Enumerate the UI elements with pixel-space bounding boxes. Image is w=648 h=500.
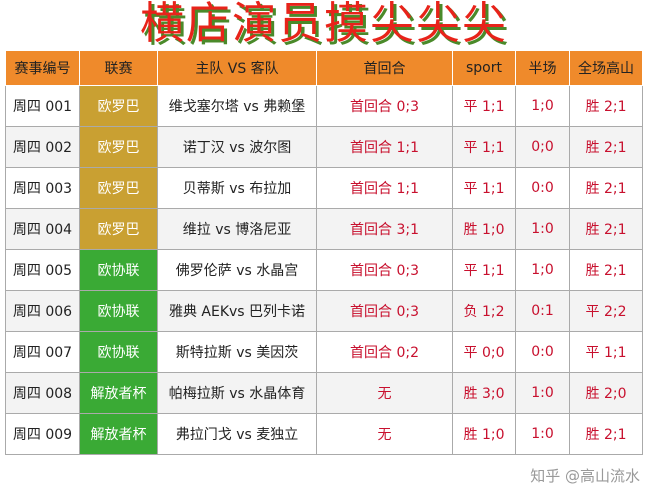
header-first-leg: 首回合 xyxy=(316,50,453,86)
cell-first-leg: 首回合 0;3 xyxy=(316,290,453,332)
cell-league: 欧罗巴 xyxy=(79,85,158,127)
table-row: 周四 005 欧协联 佛罗伦萨 vs 水晶宫 首回合 0;3 平 1;1 1;0 胜 2;1 xyxy=(5,249,643,291)
cell-half-time: 1:0 xyxy=(515,208,570,250)
cell-half-time: 1;0 xyxy=(515,249,570,291)
cell-teams: 帕梅拉斯 vs 水晶体育 xyxy=(157,372,317,414)
cell-full-time: 胜 2;1 xyxy=(569,413,643,455)
cell-match-id: 周四 006 xyxy=(5,290,80,332)
cell-teams: 贝蒂斯 vs 布拉加 xyxy=(157,167,317,209)
cell-first-leg: 首回合 0;3 xyxy=(316,249,453,291)
table-row: 周四 003 欧罗巴 贝蒂斯 vs 布拉加 首回合 1;1 平 1;1 0:0 胜 2;1 xyxy=(5,167,643,209)
cell-first-leg: 无 xyxy=(316,413,453,455)
cell-first-leg: 无 xyxy=(316,372,453,414)
cell-half-time: 1:0 xyxy=(515,372,570,414)
cell-full-time: 胜 2;1 xyxy=(569,249,643,291)
cell-full-time: 胜 2;1 xyxy=(569,208,643,250)
cell-sport: 平 0;0 xyxy=(452,331,516,373)
header-full-time: 全场高山 xyxy=(569,50,643,86)
cell-teams: 斯特拉斯 vs 美因茨 xyxy=(157,331,317,373)
cell-league: 欧罗巴 xyxy=(79,167,158,209)
cell-sport: 平 1;1 xyxy=(452,167,516,209)
table-row: 周四 004 欧罗巴 维拉 vs 博洛尼亚 首回合 3;1 胜 1;0 1:0 胜 2;1 xyxy=(5,208,643,250)
cell-sport: 平 1;1 xyxy=(452,126,516,168)
cell-league: 解放者杯 xyxy=(79,413,158,455)
watermark: 知乎 @高山流水 xyxy=(530,467,640,485)
header-half-time: 半场 xyxy=(515,50,570,86)
cell-first-leg: 首回合 1;1 xyxy=(316,167,453,209)
cell-teams: 佛罗伦萨 vs 水晶宫 xyxy=(157,249,317,291)
cell-teams: 雅典 AEKvs 巴列卡诺 xyxy=(157,290,317,332)
cell-first-leg: 首回合 0;2 xyxy=(316,331,453,373)
header-sport: sport xyxy=(452,50,516,86)
cell-sport: 胜 1;0 xyxy=(452,413,516,455)
table-row: 周四 008 解放者杯 帕梅拉斯 vs 水晶体育无胜 3;0 1:0 胜 2;0 xyxy=(5,372,643,414)
cell-half-time: 0;0 xyxy=(515,126,570,168)
header-league: 联赛 xyxy=(79,50,158,86)
cell-half-time: 0:1 xyxy=(515,290,570,332)
cell-match-id: 周四 005 xyxy=(5,249,80,291)
header-row: 赛事编号 联赛 主队 VS 客队 首回合 sport 半场 全场高山 xyxy=(5,50,643,86)
cell-match-id: 周四 009 xyxy=(5,413,80,455)
cell-full-time: 平 2;2 xyxy=(569,290,643,332)
cell-match-id: 周四 004 xyxy=(5,208,80,250)
cell-league: 解放者杯 xyxy=(79,372,158,414)
cell-half-time: 1:0 xyxy=(515,413,570,455)
cell-full-time: 胜 2;1 xyxy=(569,85,643,127)
cell-teams: 诺丁汉 vs 波尔图 xyxy=(157,126,317,168)
cell-sport: 胜 3;0 xyxy=(452,372,516,414)
cell-teams: 弗拉门戈 vs 麦独立 xyxy=(157,413,317,455)
cell-match-id: 周四 001 xyxy=(5,85,80,127)
cell-first-leg: 首回合 3;1 xyxy=(316,208,453,250)
cell-sport: 负 1;2 xyxy=(452,290,516,332)
cell-match-id: 周四 007 xyxy=(5,331,80,373)
cell-match-id: 周四 003 xyxy=(5,167,80,209)
table-row: 周四 007 欧协联 斯特拉斯 vs 美因茨 首回合 0;2 平 0;0 0:0 平 1;1 xyxy=(5,331,643,373)
table-row: 周四 009 解放者杯 弗拉门戈 vs 麦独立无胜 1;0 1:0 胜 2;1 xyxy=(5,413,643,455)
cell-match-id: 周四 008 xyxy=(5,372,80,414)
cell-first-leg: 首回合 1;1 xyxy=(316,126,453,168)
cell-league: 欧协联 xyxy=(79,290,158,332)
cell-sport: 胜 1;0 xyxy=(452,208,516,250)
cell-league: 欧罗巴 xyxy=(79,208,158,250)
header-match-id: 赛事编号 xyxy=(5,50,80,86)
cell-full-time: 平 1;1 xyxy=(569,331,643,373)
cell-league: 欧协联 xyxy=(79,249,158,291)
cell-match-id: 周四 002 xyxy=(5,126,80,168)
cell-half-time: 0:0 xyxy=(515,167,570,209)
table-row: 周四 002 欧罗巴 诺丁汉 vs 波尔图 首回合 1;1 平 1;1 0;0 胜 2;1 xyxy=(5,126,643,168)
table-row: 周四 001 欧罗巴 维戈塞尔塔 vs 弗赖堡 首回合 0;3 平 1;1 1;0 胜 2;… xyxy=(5,85,643,127)
cell-league: 欧协联 xyxy=(79,331,158,373)
match-table: 赛事编号 联赛 主队 VS 客队 首回合 sport 半场 全场高山 周四 001 欧罗巴 维戈… xyxy=(5,50,643,455)
cell-half-time: 1;0 xyxy=(515,85,570,127)
cell-first-leg: 首回合 0;3 xyxy=(316,85,453,127)
table-row: 周四 006 欧协联 雅典 AEKvs 巴列卡诺 首回合 0;3 负 1;2 0:1 平 2… xyxy=(5,290,643,332)
cell-teams: 维戈塞尔塔 vs 弗赖堡 xyxy=(157,85,317,127)
cell-half-time: 0:0 xyxy=(515,331,570,373)
cell-full-time: 胜 2;1 xyxy=(569,167,643,209)
cell-sport: 平 1;1 xyxy=(452,85,516,127)
header-teams: 主队 VS 客队 xyxy=(157,50,317,86)
cell-full-time: 胜 2;1 xyxy=(569,126,643,168)
cell-sport: 平 1;1 xyxy=(452,249,516,291)
cell-full-time: 胜 2;0 xyxy=(569,372,643,414)
cell-league: 欧罗巴 xyxy=(79,126,158,168)
overlay-title: 横店演员摸尖尖尖 xyxy=(140,0,508,49)
cell-teams: 维拉 vs 博洛尼亚 xyxy=(157,208,317,250)
